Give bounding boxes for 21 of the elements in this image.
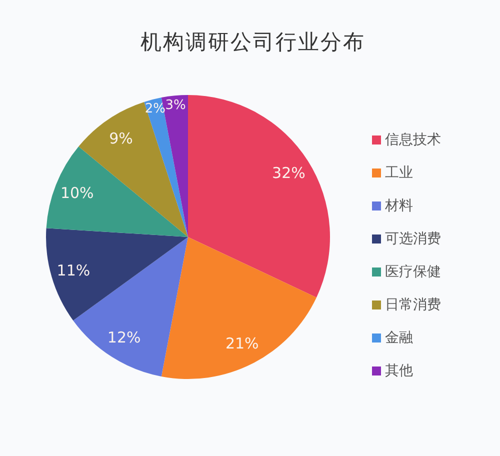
data-label: 3%	[165, 98, 186, 114]
legend-label: 材料	[384, 198, 413, 214]
legend-label: 可选消费	[385, 231, 441, 247]
pie-slice	[188, 95, 330, 298]
pie-slice	[46, 228, 188, 320]
data-label: 9%	[109, 129, 133, 148]
data-label: 11%	[56, 261, 90, 280]
legend-label: 医疗保健	[385, 264, 441, 280]
data-label: 32%	[272, 164, 306, 182]
legend-label: 日常消费	[385, 297, 441, 313]
data-label: 12%	[107, 328, 141, 347]
data-label: 21%	[225, 334, 259, 352]
legend-label: 其他	[385, 363, 413, 379]
legend-label: 工业	[385, 165, 413, 181]
pie-slice	[161, 237, 316, 379]
pie-slice	[46, 146, 188, 237]
legend-label: 金融	[385, 330, 413, 346]
legend-label: 信息技术	[385, 132, 441, 148]
chart-title: 机构调研公司行业分布	[140, 30, 366, 54]
data-label: 10%	[60, 184, 94, 202]
pie-slice	[144, 98, 188, 237]
